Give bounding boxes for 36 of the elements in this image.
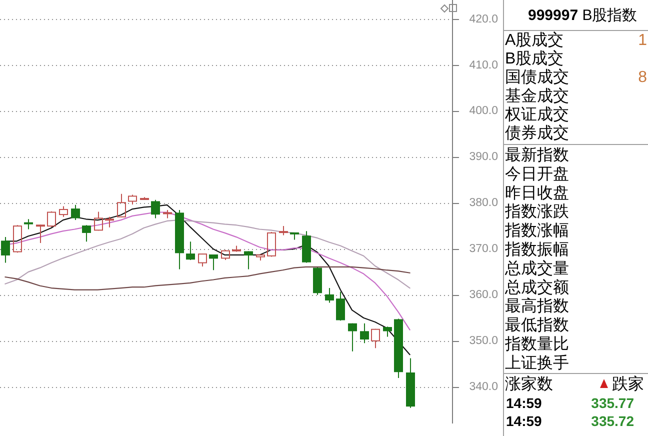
- text: 指数振幅: [504, 240, 569, 258]
- text: 1: [638, 32, 648, 48]
- y-tick-label: 370.0: [469, 242, 498, 255]
- text: 权证成交: [504, 104, 569, 123]
- text: B股成交: [505, 49, 564, 68]
- text: 指数涨跌: [504, 202, 569, 220]
- text: 昨日收盘: [505, 184, 569, 202]
- text: 上证换手: [505, 353, 569, 372]
- y-tick-label: 420.0: [469, 13, 498, 26]
- text: 8: [638, 68, 648, 86]
- text: 14:59: [506, 395, 542, 411]
- text: 涨家数: [505, 374, 553, 392]
- text: A股成交: [505, 30, 564, 48]
- text: 国债成交: [505, 68, 569, 86]
- text: 总成交量: [504, 258, 569, 277]
- text: 指数涨幅: [504, 221, 569, 240]
- text: 999997 B股指数: [528, 6, 638, 24]
- text: 335.72: [591, 413, 634, 429]
- text: 最低指数: [505, 316, 569, 334]
- y-tick-label: 410.0: [469, 59, 498, 72]
- text: 最高指数: [505, 296, 569, 315]
- text: 14:59: [506, 413, 542, 429]
- text: 总成交额: [504, 278, 569, 296]
- y-tick-label: 390.0: [469, 151, 498, 164]
- y-tick-label: 360.0: [469, 288, 498, 301]
- text: 今日开盘: [505, 165, 569, 182]
- y-tick-label: 380.0: [469, 197, 498, 210]
- text: 335.77: [591, 395, 634, 411]
- y-tick-label: 400.0: [469, 105, 498, 118]
- text: 基金成交: [505, 86, 569, 104]
- y-tick-label: 340.0: [469, 380, 498, 393]
- y-tick-label: 350.0: [469, 334, 498, 347]
- text: 债券成交: [505, 124, 569, 142]
- text: 最新指数: [505, 146, 569, 164]
- text: 指数量比: [504, 334, 569, 352]
- text: 跌家: [612, 374, 644, 392]
